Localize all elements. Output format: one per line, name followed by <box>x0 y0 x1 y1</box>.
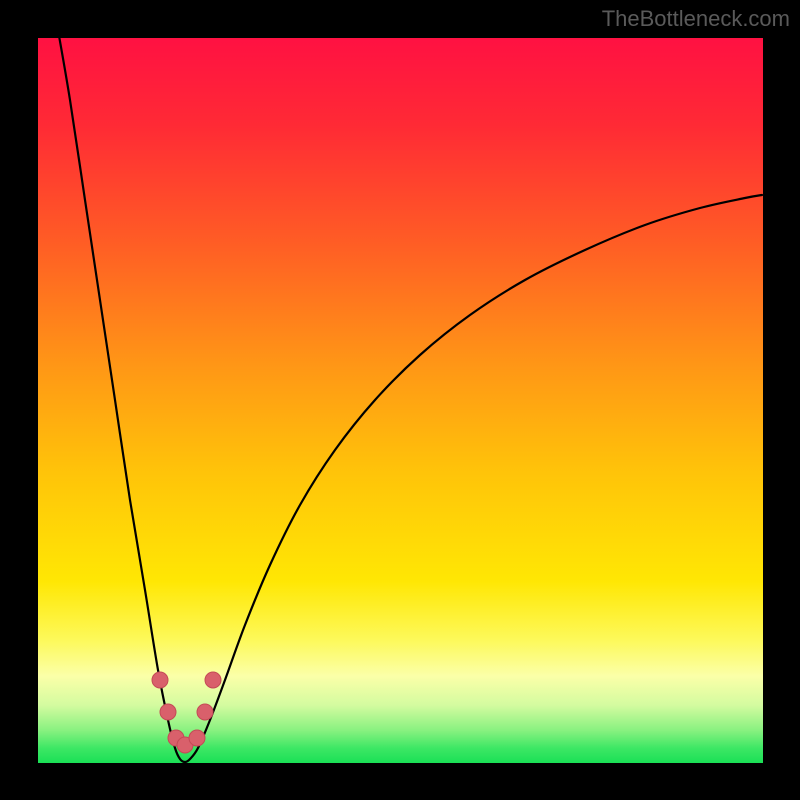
curve-marker <box>189 730 205 746</box>
curve-marker <box>160 704 176 720</box>
plot-background <box>38 38 763 763</box>
chart-container: TheBottleneck.com <box>0 0 800 800</box>
curve-marker <box>152 672 168 688</box>
curve-marker <box>197 704 213 720</box>
watermark-text: TheBottleneck.com <box>602 6 790 32</box>
bottleneck-chart <box>0 0 800 800</box>
curve-marker <box>205 672 221 688</box>
